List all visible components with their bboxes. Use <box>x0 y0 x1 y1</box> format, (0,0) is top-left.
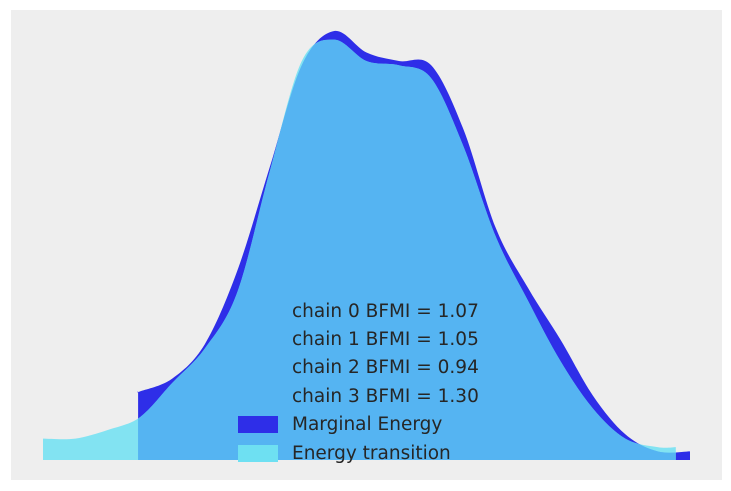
area-overlap <box>136 39 676 460</box>
legend-label-marginal-energy: Marginal Energy <box>292 414 442 435</box>
bfmi-label-chain-3: chain 3 BFMI = 1.30 <box>292 386 479 407</box>
legend-swatch-energy-transition <box>238 445 278 462</box>
legend: chain 0 BFMI = 1.07 chain 1 BFMI = 1.05 … <box>238 301 479 464</box>
bfmi-label-chain-0: chain 0 BFMI = 1.07 <box>292 301 479 322</box>
bfmi-label-chain-1: chain 1 BFMI = 1.05 <box>292 329 479 350</box>
legend-swatch-marginal-energy <box>238 416 278 433</box>
legend-label-energy-transition: Energy transition <box>292 443 451 464</box>
bfmi-label-chain-2: chain 2 BFMI = 0.94 <box>292 357 479 378</box>
density-areas <box>43 30 690 461</box>
